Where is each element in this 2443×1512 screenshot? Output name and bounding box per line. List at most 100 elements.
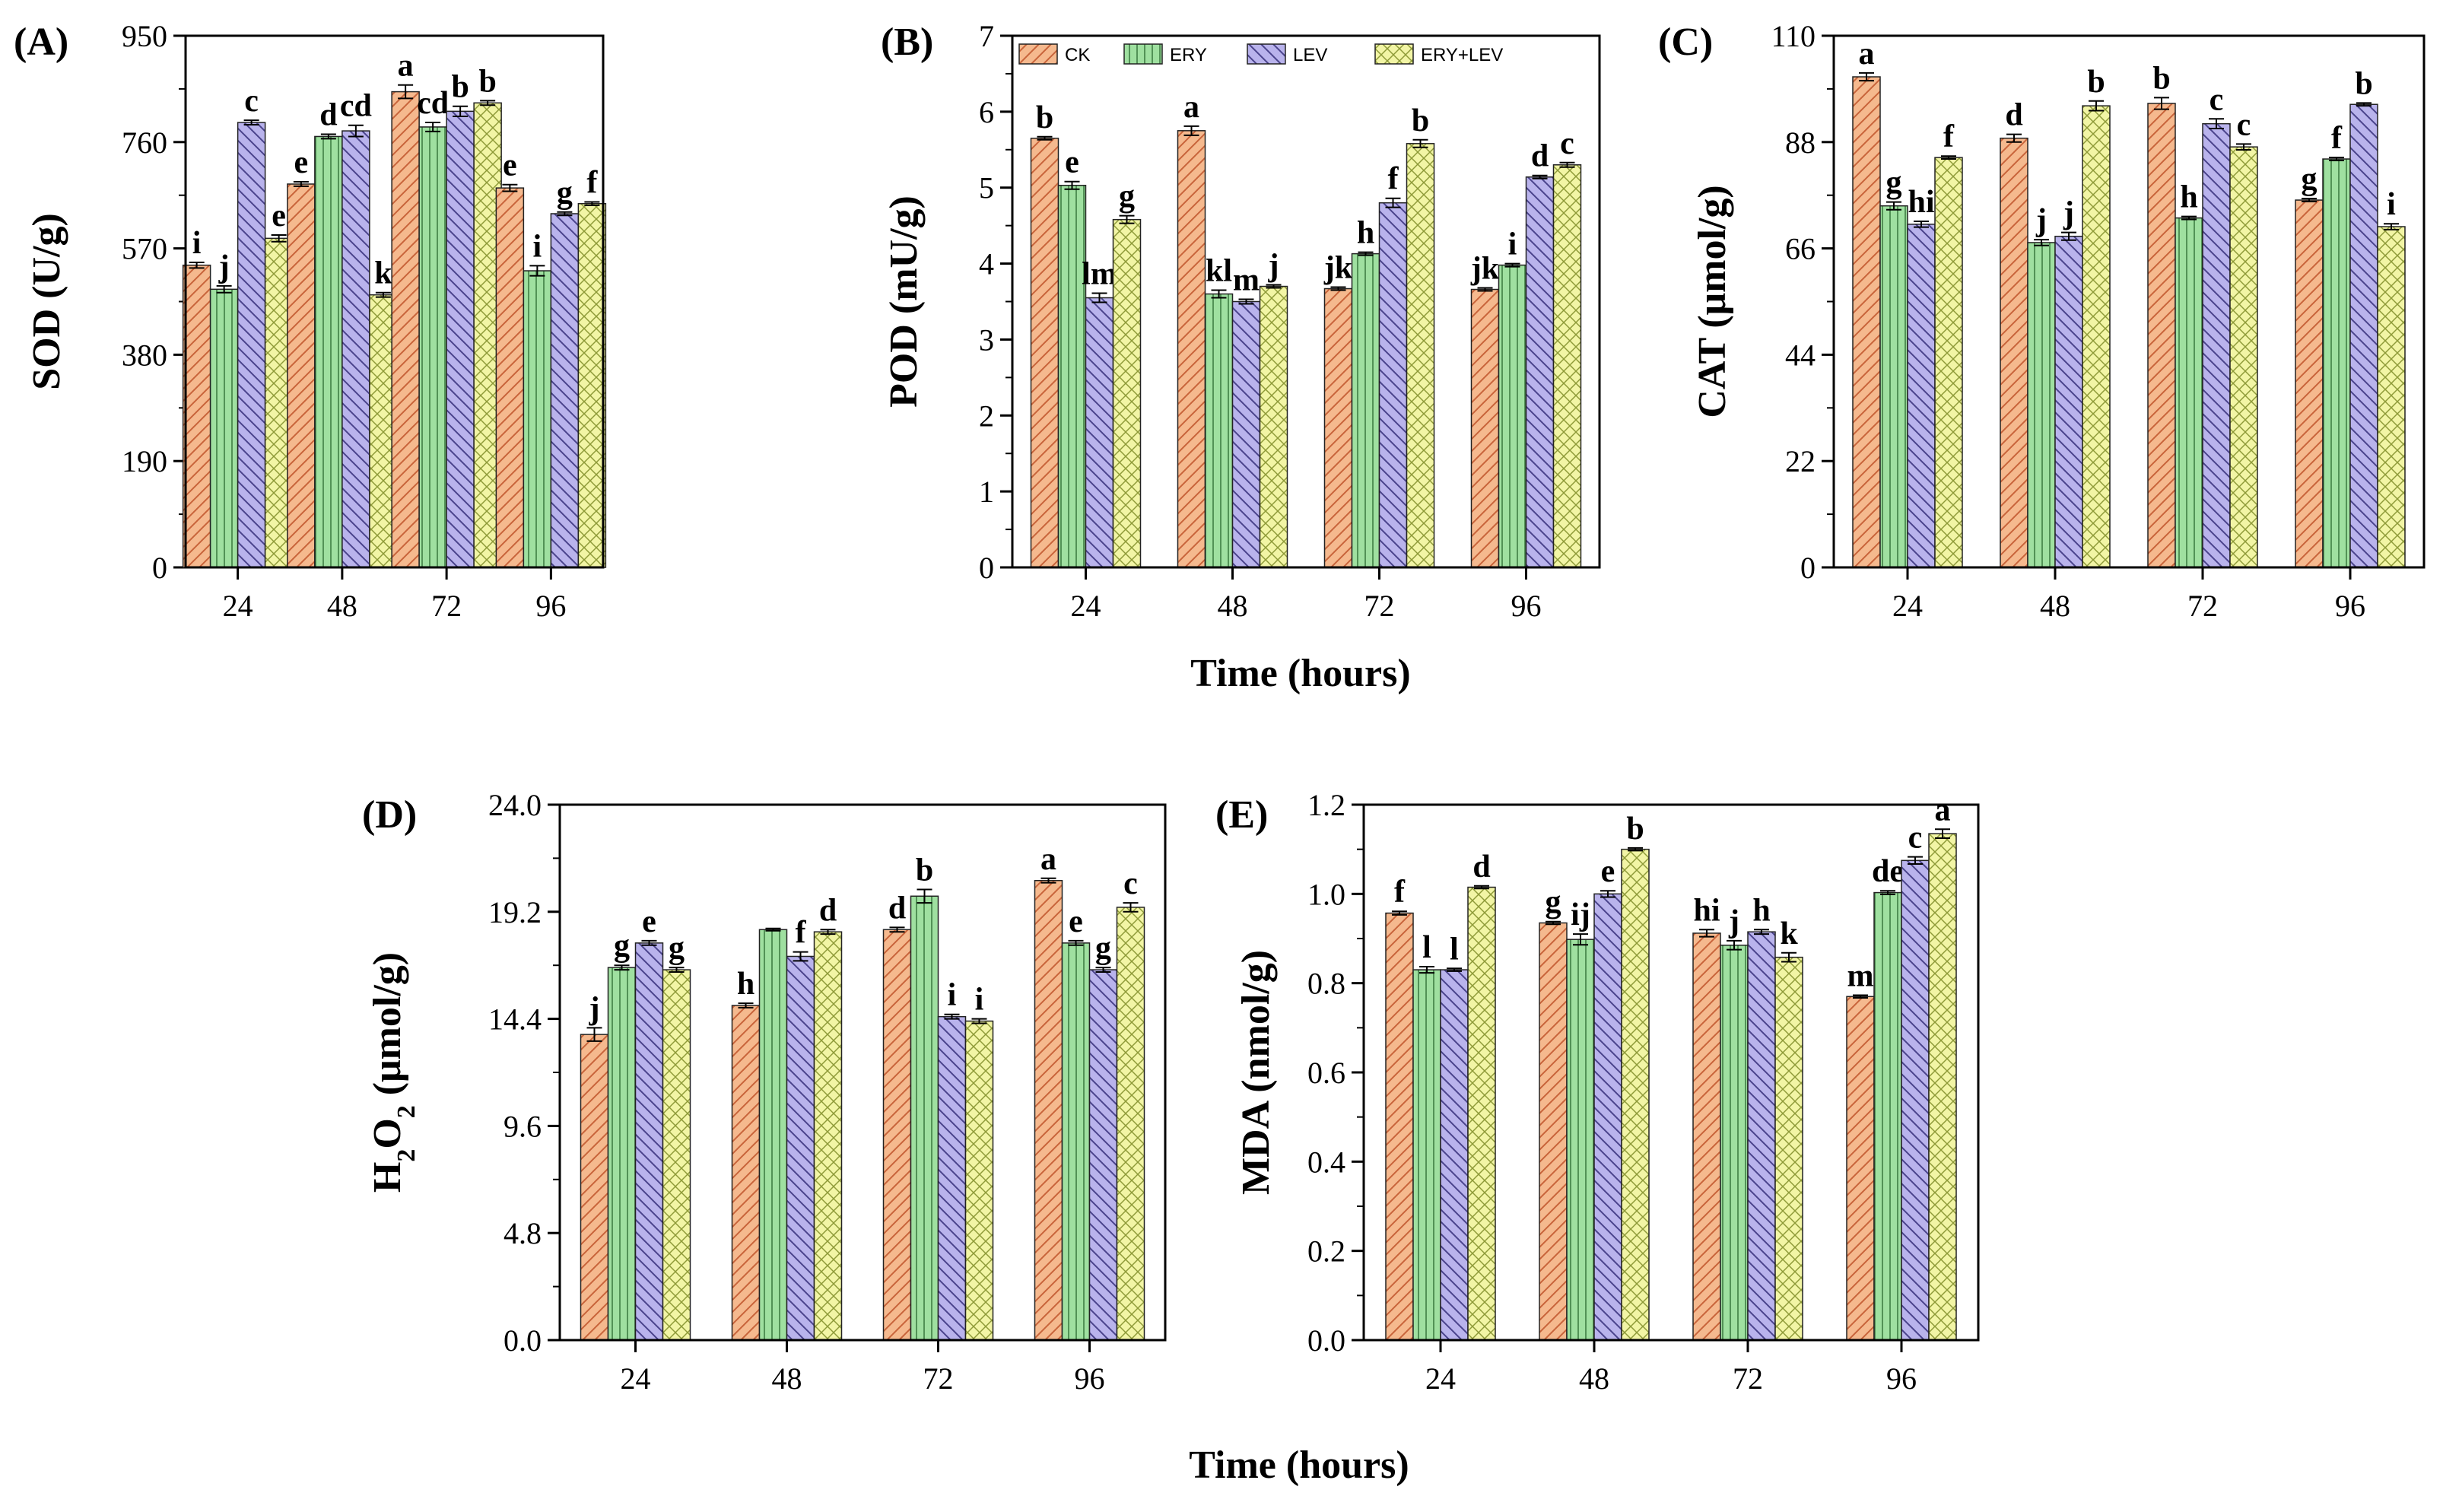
significance-letter: b xyxy=(916,853,933,888)
legend-label: ERY xyxy=(1170,45,1207,65)
significance-letter: i xyxy=(1508,227,1517,262)
error-bar xyxy=(1573,933,1588,946)
significance-letter: c xyxy=(2210,82,2224,117)
error-bar xyxy=(529,265,545,277)
significance-letter: e xyxy=(1065,145,1079,180)
significance-letter: i xyxy=(2387,187,2396,222)
significance-letter: c xyxy=(1908,821,1923,856)
x-tick-label: 24 xyxy=(1892,589,1923,623)
error-bar xyxy=(348,124,364,138)
significance-letter: e xyxy=(1069,904,1083,939)
bar-ery-plus-lev xyxy=(2377,226,2406,568)
error-bar xyxy=(641,939,657,946)
bar-ck xyxy=(1030,138,1059,568)
y-tick-label: 190 xyxy=(122,444,167,478)
bar-ery-plus-lev xyxy=(1621,848,1650,1341)
bar-ery-plus-lev xyxy=(1112,218,1142,568)
bar-ery xyxy=(1879,205,1908,568)
panel-label: (D) xyxy=(362,793,417,837)
significance-letter: j xyxy=(218,249,230,284)
significance-letter: h xyxy=(1752,893,1770,928)
significance-letter: b xyxy=(1412,103,1429,138)
legend-label: CK xyxy=(1065,45,1090,65)
x-axis-title-bottom: Time (hours) xyxy=(1189,1444,1409,1487)
bar-ery xyxy=(314,135,343,568)
significance-letter: d xyxy=(888,891,906,926)
bar-ery xyxy=(2027,242,2056,568)
significance-letter: c xyxy=(1560,126,1574,161)
bar-ck xyxy=(287,183,316,568)
error-bar xyxy=(1183,125,1199,136)
bar-ery-plus-lev xyxy=(1406,143,1435,568)
y-tick-label: 44 xyxy=(1785,338,1816,372)
legend-swatch xyxy=(1247,43,1286,65)
y-tick-label: 66 xyxy=(1785,232,1816,266)
significance-letter: l xyxy=(1450,932,1459,967)
significance-letter: e xyxy=(503,148,517,183)
bar-lev xyxy=(237,122,266,568)
significance-letter: b xyxy=(451,70,469,105)
y-tick-label: 1.0 xyxy=(1307,877,1345,911)
x-tick-label: 24 xyxy=(1425,1361,1456,1396)
significance-letter: a xyxy=(1935,793,1951,827)
error-bar xyxy=(1886,201,1901,211)
x-tick-label: 72 xyxy=(923,1361,954,1396)
significance-letter: f xyxy=(1943,119,1955,154)
error-bar xyxy=(2236,143,2251,151)
error-bar xyxy=(1266,284,1282,289)
y-tick-label: 3 xyxy=(979,322,994,357)
y-tick-label: 0.0 xyxy=(504,1323,542,1358)
error-bar xyxy=(1600,890,1615,898)
error-bar xyxy=(669,967,685,973)
error-bar xyxy=(375,291,391,298)
bar-ery xyxy=(1351,253,1380,568)
error-bar xyxy=(793,951,809,962)
bar-ery xyxy=(2322,158,2351,568)
bar-lev xyxy=(786,955,815,1341)
significance-letter: b xyxy=(2087,65,2105,100)
x-tick-label: 96 xyxy=(1886,1361,1917,1396)
bar-ery xyxy=(209,288,239,568)
significance-letter: k xyxy=(1780,916,1798,951)
bar-ery-plus-lev xyxy=(1552,164,1582,568)
error-bar xyxy=(189,261,205,269)
y-tick-label: 0 xyxy=(979,551,994,585)
plot-frame xyxy=(1832,34,2426,569)
chart-e: (E)MDA (nmol/g)0.00.20.40.60.81.01.2fl ld… xyxy=(1215,788,1980,1396)
error-bar xyxy=(584,201,600,206)
bar-ery-plus-lev xyxy=(1934,157,1963,568)
significance-letter: e xyxy=(642,904,656,939)
error-bar xyxy=(1941,155,1956,160)
error-bar xyxy=(820,929,836,935)
bar-lev xyxy=(1747,931,1776,1341)
bar-ck xyxy=(2000,137,2028,568)
bar-ery-plus-lev xyxy=(2229,146,2258,568)
error-bar xyxy=(1546,920,1561,926)
significance-letter: m xyxy=(1233,263,1260,298)
significance-letter: i xyxy=(533,229,542,264)
significance-letter: d xyxy=(819,893,837,928)
significance-letter: kl xyxy=(1206,254,1232,289)
error-bar xyxy=(1754,929,1769,935)
significance-letter: h xyxy=(2180,180,2197,215)
error-bar xyxy=(1477,287,1493,292)
error-bar xyxy=(1330,286,1346,291)
bar-ck xyxy=(2295,199,2324,568)
error-bar xyxy=(1908,856,1923,866)
error-bar xyxy=(1419,965,1434,974)
y-tick-label: 6 xyxy=(979,95,994,129)
significance-letter: a xyxy=(398,49,414,84)
significance-letter: d xyxy=(1531,139,1549,174)
y-tick-label: 2 xyxy=(979,399,994,433)
bar-lev xyxy=(1901,859,1930,1341)
error-bar xyxy=(1474,885,1489,890)
bar-ery xyxy=(1720,945,1749,1341)
x-tick-label: 24 xyxy=(223,589,253,623)
bar-ery xyxy=(523,270,552,568)
bar-ck xyxy=(495,187,525,568)
bar-ery xyxy=(1873,891,1902,1341)
significance-letter: h xyxy=(737,967,755,1002)
y-tick-label: 0.6 xyxy=(1307,1056,1345,1090)
